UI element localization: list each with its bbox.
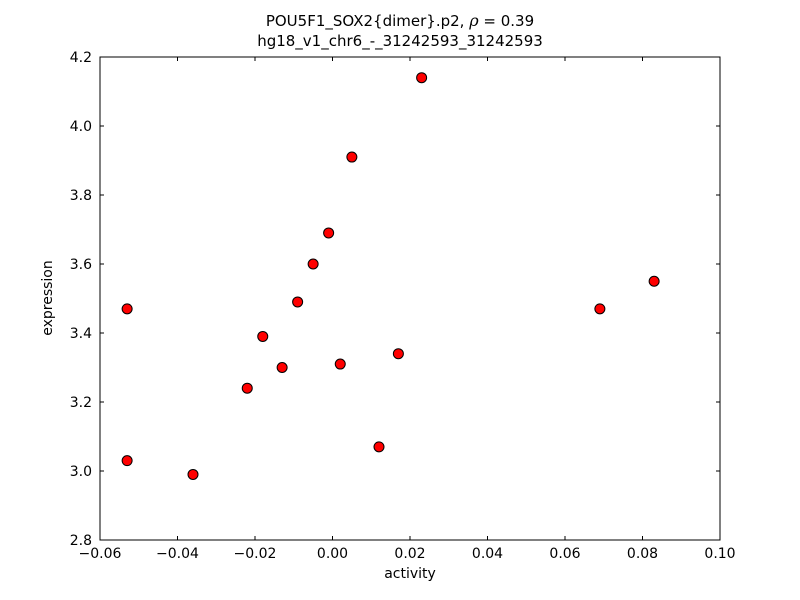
- plot-border: [99, 56, 721, 541]
- x-tick-label: 0.06: [549, 546, 580, 562]
- chart-subtitle: hg18_v1_chr6_-_31242593_31242593: [257, 32, 543, 51]
- x-axis-label: activity: [384, 566, 436, 582]
- y-tick-label: 3.4: [70, 326, 92, 342]
- chart-title-prefix: POU5F1_SOX2{dimer}.p2,: [266, 12, 469, 31]
- x-tick-label: 0.04: [472, 546, 503, 562]
- data-point: [416, 72, 428, 84]
- data-point: [323, 227, 335, 239]
- y-tick-label: 3.2: [70, 395, 92, 411]
- data-point: [121, 303, 133, 315]
- x-tick-label: 0.00: [317, 546, 348, 562]
- chart-title-rho-symbol: ρ: [468, 11, 479, 30]
- y-axis-label: expression: [40, 260, 56, 336]
- data-point: [346, 151, 358, 163]
- data-point: [392, 348, 404, 360]
- data-point: [276, 362, 288, 373]
- y-tick-label: 3.0: [70, 464, 92, 480]
- y-tick-label: 3.6: [70, 257, 92, 273]
- y-tick-label: 4.0: [70, 119, 92, 135]
- data-point: [241, 382, 253, 394]
- y-tick-label: 4.2: [70, 50, 92, 66]
- data-point: [121, 455, 133, 467]
- data-point: [292, 296, 304, 308]
- data-point: [334, 358, 346, 370]
- data-point: [373, 441, 385, 453]
- data-point: [187, 468, 199, 480]
- data-point: [648, 275, 660, 287]
- axis-ticks: −0.06 −0.04 −0.02 0.00 0.02 0.04 0.06 0.08 0.10 2…: [70, 50, 736, 562]
- chart-title-rho-value: = 0.39: [483, 12, 534, 30]
- data-points: [121, 72, 660, 480]
- y-tick-label: 3.8: [70, 188, 92, 204]
- data-point: [307, 258, 319, 270]
- chart-title: POU5F1_SOX2{dimer}.p2, ρ = 0.39: [266, 11, 534, 31]
- x-tick-label: 0.10: [704, 546, 735, 562]
- x-tick-label: 0.08: [627, 546, 658, 562]
- data-point: [257, 330, 269, 342]
- x-tick-label: 0.02: [394, 546, 425, 562]
- x-tick-label: −0.04: [156, 546, 199, 562]
- y-tick-label: 2.8: [70, 533, 92, 549]
- x-tick-label: −0.02: [234, 546, 277, 562]
- data-point: [594, 303, 606, 315]
- x-tick-label: −0.06: [79, 546, 122, 562]
